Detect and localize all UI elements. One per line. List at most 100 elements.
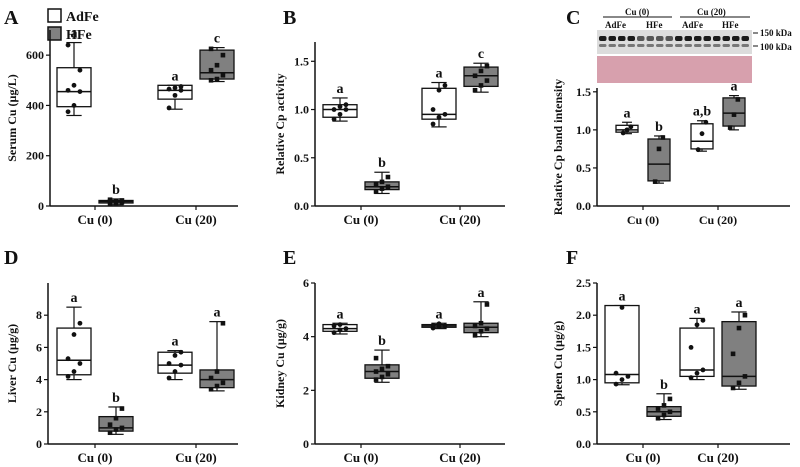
data-point (77, 89, 83, 94)
data-point (119, 406, 125, 411)
blot-band-lower (694, 44, 702, 47)
x-tick-label: Cu (0) (343, 450, 378, 465)
blot-band (656, 36, 664, 41)
data-point (484, 302, 490, 307)
ponceau-stain (597, 56, 752, 83)
data-point (373, 189, 379, 194)
blot-band-lower (675, 44, 683, 47)
y-tick-label: 0.0 (576, 199, 591, 213)
blot-band-lower (646, 44, 654, 47)
data-point (620, 130, 626, 136)
box-adfe-0: a (56, 27, 92, 117)
data-point (430, 322, 436, 328)
significance-letter: a (71, 27, 78, 42)
blot-lane-adfe-2: AdFe (682, 20, 703, 30)
y-tick-label: 2.5 (576, 276, 591, 290)
data-point (113, 415, 119, 421)
data-point (385, 371, 391, 377)
box-adfe-1: a (157, 69, 193, 111)
data-point (113, 427, 119, 432)
data-point (172, 85, 178, 91)
x-tick-label: Cu (0) (625, 450, 660, 465)
box-hfe-1: a (721, 296, 757, 391)
y-axis-label: Relative Cp band intensity (551, 79, 565, 215)
data-point (731, 112, 737, 117)
data-point (385, 363, 391, 369)
data-point (472, 73, 478, 79)
data-point (660, 135, 666, 140)
data-point (736, 380, 742, 386)
box-adfe-0: a (322, 307, 358, 336)
data-point (472, 87, 478, 93)
data-point (65, 87, 71, 93)
data-point (166, 86, 172, 92)
data-point (379, 366, 385, 372)
data-point (331, 116, 337, 122)
y-axis-label: Relative Cp activity (273, 73, 287, 174)
data-point (661, 412, 667, 418)
data-point (613, 381, 619, 387)
data-point (119, 425, 125, 431)
x-tick-label: Cu (20) (439, 212, 481, 227)
panel-f: F 0.0 0.5 1.0 1.5 2.0 2.5 Spleen Cu (µg/g) Cu (0… (551, 247, 790, 465)
y-tick-label: 1.0 (294, 103, 309, 117)
panel-c: C 0.0 0.5 1.0 1.5 Relative Cp band intensity C… (551, 7, 790, 227)
data-point (166, 375, 172, 381)
panel-b: B 0.0 0.5 1.0 1.5 Relative Cp activity Cu (0) C… (273, 7, 505, 227)
data-point (107, 201, 113, 207)
data-point (379, 186, 385, 191)
data-point (385, 174, 391, 180)
data-point (65, 42, 71, 48)
significance-letter: a (478, 286, 485, 301)
box-hfe-1: a (199, 306, 235, 392)
data-point (695, 147, 701, 153)
legend-label-hfe: HFe (66, 28, 92, 43)
box-iqr (157, 84, 193, 100)
panel-d: D 0 2 4 6 8 Liver Cu (µg/g) Cu (0) Cu (20) a a b a (4, 247, 238, 465)
blot-lane-hfe-1: HFe (646, 20, 663, 30)
blot-header-cu0: Cu (0) (625, 7, 649, 17)
data-point (337, 327, 343, 333)
y-tick-label: 1.0 (576, 373, 591, 387)
blot-band-lower (618, 44, 626, 47)
data-point (436, 321, 442, 327)
data-point (214, 369, 220, 374)
x-tick-label: Cu (20) (175, 212, 217, 227)
western-blot: Cu (0) Cu (20) AdFe HFe AdFe HFe 150 kDa… (597, 7, 792, 83)
box-adfe-1: a (421, 67, 457, 128)
data-point (688, 375, 694, 381)
blot-band-lower (599, 44, 607, 47)
data-point (379, 179, 385, 185)
blot-band (675, 36, 683, 41)
data-point (655, 415, 661, 421)
box-adfe-0: a (604, 290, 640, 387)
significance-letter: b (378, 156, 386, 171)
box-hfe-0: b (646, 378, 682, 421)
data-point (343, 107, 349, 112)
significance-letter: a (436, 67, 443, 82)
y-tick-label: 1.0 (576, 123, 591, 137)
data-point (220, 320, 226, 326)
data-point (430, 107, 436, 112)
data-point (343, 326, 349, 332)
y-tick-label: 8 (36, 308, 42, 322)
data-point (656, 146, 662, 152)
data-point (484, 326, 490, 331)
data-point (113, 198, 119, 204)
data-point (652, 179, 658, 184)
blot-band-lower (637, 44, 645, 47)
data-point (373, 355, 379, 361)
data-point (430, 121, 436, 127)
data-point (214, 76, 220, 82)
data-point (730, 351, 736, 357)
data-point (71, 103, 77, 108)
blot-band (599, 36, 607, 41)
data-point (107, 422, 113, 427)
significance-letter: b (655, 120, 663, 135)
blot-band (665, 36, 673, 41)
data-point (700, 367, 706, 373)
data-point (208, 67, 214, 73)
significance-letter: a (214, 306, 221, 321)
box-iqr (721, 320, 757, 387)
data-point (735, 97, 741, 102)
